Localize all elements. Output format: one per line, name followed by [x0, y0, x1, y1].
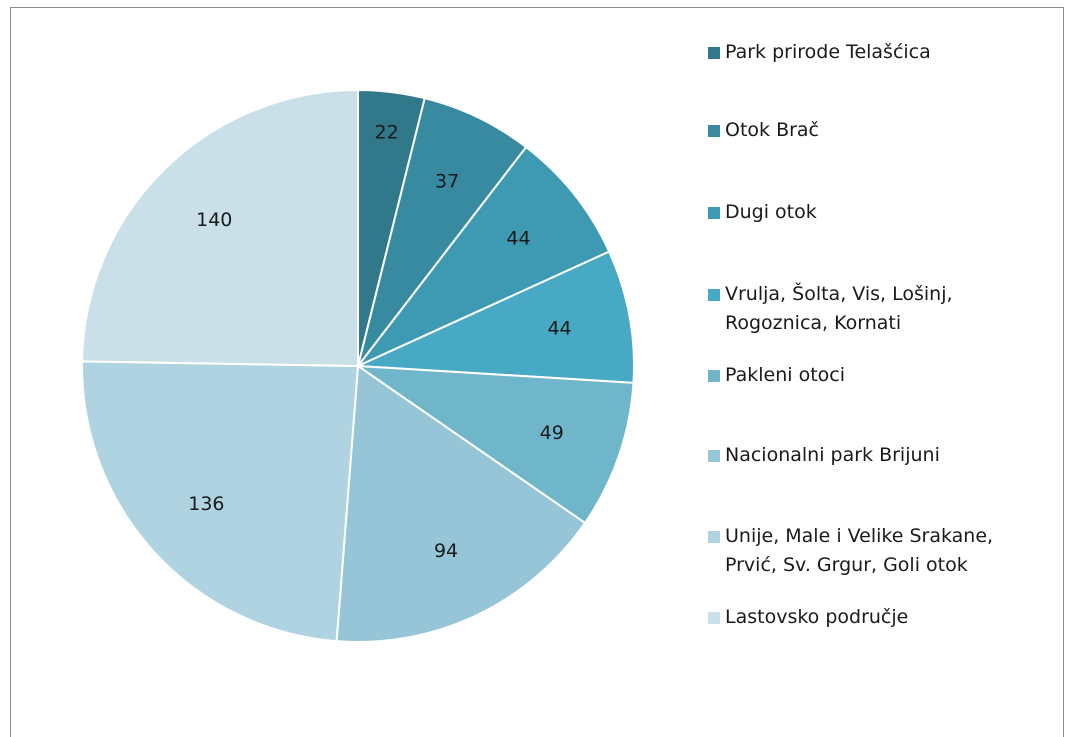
pie-slice	[81, 88, 359, 368]
legend-swatch	[708, 125, 720, 137]
legend-swatch	[708, 370, 720, 382]
legend-item: Pakleni otoci	[708, 361, 845, 390]
legend-label: Otok Brač	[725, 119, 820, 141]
chart-legend: Park prirode Telašćica Otok Brač Dugi otok…	[708, 0, 1058, 715]
pie-data-label: 44	[506, 227, 530, 249]
pie-data-label: 44	[547, 318, 571, 340]
pie-data-label: 136	[188, 493, 224, 515]
pie-slice	[357, 250, 635, 384]
pie-slice	[357, 145, 611, 367]
pie-slices	[81, 88, 635, 643]
legend-swatch	[708, 531, 720, 543]
legend-swatch	[708, 612, 720, 624]
legend-label: Park prirode Telašćica	[725, 41, 931, 63]
pie-slice	[354, 364, 635, 525]
legend-item: Vrulja, Šolta, Vis, Lošinj, Rogoznica, K…	[708, 280, 953, 338]
legend-swatch	[708, 207, 720, 219]
legend-item: Park prirode Telašćica	[708, 38, 931, 67]
pie-slice	[357, 96, 528, 367]
legend-label: Pakleni otoci	[725, 364, 846, 386]
pie-slice	[81, 360, 360, 643]
pie-data-label: 94	[434, 540, 458, 562]
legend-swatch	[708, 289, 720, 301]
pie-data-labels: 22 37 44 44 49 94 136 140	[188, 122, 571, 562]
legend-item: Otok Brač	[708, 116, 819, 145]
legend-swatch	[708, 47, 720, 59]
legend-item: Unije, Male i Velike Srakane, Prvić, Sv.…	[708, 522, 993, 580]
legend-label: Unije, Male i Velike Srakane, Prvić, Sv.…	[725, 525, 994, 576]
legend-item: Dugi otok	[708, 198, 817, 227]
pie-data-label: 37	[435, 170, 459, 192]
pie-slice	[335, 364, 587, 643]
legend-swatch	[708, 450, 720, 462]
pie-data-label: 22	[375, 122, 399, 144]
legend-label: Nacionalni park Brijuni	[725, 444, 940, 466]
legend-label: Lastovsko područje	[725, 606, 909, 628]
legend-label: Vrulja, Šolta, Vis, Lošinj, Rogoznica, K…	[725, 283, 953, 334]
legend-label: Dugi otok	[725, 201, 817, 223]
legend-item: Lastovsko područje	[708, 603, 908, 632]
legend-item: Nacionalni park Brijuni	[708, 441, 940, 470]
pie-data-label: 49	[540, 422, 564, 444]
pie-data-label: 140	[196, 209, 232, 231]
pie-chart: 22 37 44 44 49 94 136 140	[81, 88, 635, 643]
